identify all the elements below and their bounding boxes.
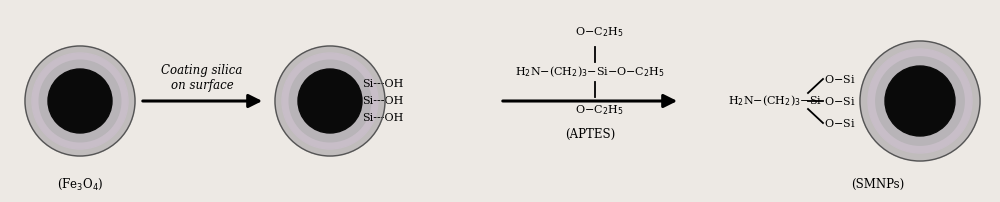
Circle shape — [289, 60, 371, 142]
Text: H$_2$N$-$(CH$_2$)$_3$$-$Si$-$O$-$C$_2$H$_5$: H$_2$N$-$(CH$_2$)$_3$$-$Si$-$O$-$C$_2$H$… — [515, 65, 665, 79]
Text: (Fe$_3$O$_4$): (Fe$_3$O$_4$) — [57, 176, 103, 192]
Circle shape — [876, 57, 964, 145]
Text: Si---OH: Si---OH — [362, 96, 403, 106]
Text: (SMNPs): (SMNPs) — [851, 178, 905, 190]
Circle shape — [48, 69, 112, 133]
Text: Si---OH: Si---OH — [362, 113, 403, 123]
Text: O$-$C$_2$H$_5$: O$-$C$_2$H$_5$ — [575, 103, 623, 117]
Text: H$_2$N$-$(CH$_2$)$_3$$-$Si: H$_2$N$-$(CH$_2$)$_3$$-$Si — [728, 94, 822, 108]
Text: O$-$Si: O$-$Si — [824, 117, 855, 129]
Text: O$-$Si: O$-$Si — [824, 73, 855, 85]
Circle shape — [25, 46, 135, 156]
Text: Si---OH: Si---OH — [362, 79, 403, 89]
Text: O$-$C$_2$H$_5$: O$-$C$_2$H$_5$ — [575, 25, 623, 39]
Circle shape — [860, 41, 980, 161]
Text: (APTES): (APTES) — [565, 127, 615, 141]
Circle shape — [275, 46, 385, 156]
Circle shape — [39, 60, 121, 142]
Circle shape — [32, 53, 128, 149]
Circle shape — [868, 49, 972, 153]
Text: O$-$Si: O$-$Si — [824, 95, 855, 107]
Circle shape — [282, 53, 378, 149]
Text: Coating silica: Coating silica — [161, 64, 243, 77]
Circle shape — [298, 69, 362, 133]
Text: on surface: on surface — [171, 79, 233, 92]
Circle shape — [885, 66, 955, 136]
